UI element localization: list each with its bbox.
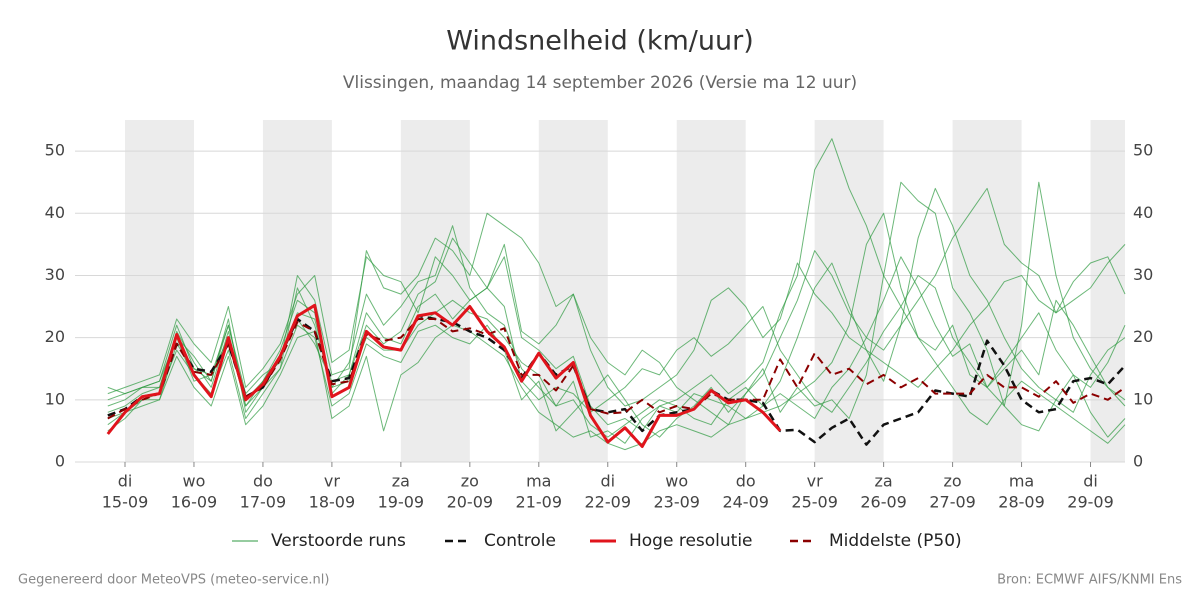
x-tick-label: 17-09 bbox=[240, 493, 287, 512]
x-tick-label: 15-09 bbox=[102, 493, 149, 512]
x-tick-weekday: di bbox=[118, 472, 133, 491]
y-tick-label: 0 bbox=[55, 452, 65, 471]
y-tick-label: 30 bbox=[45, 265, 65, 284]
y2-tick-label: 30 bbox=[1133, 265, 1153, 284]
x-tick-label: 25-09 bbox=[791, 493, 838, 512]
day-band bbox=[676, 120, 746, 462]
x-tick-weekday: do bbox=[736, 472, 756, 491]
ensemble-line bbox=[107, 187, 1126, 426]
day-band bbox=[400, 120, 470, 462]
footer-right: Bron: ECMWF AIFS/KNMI Ens bbox=[997, 573, 1182, 588]
x-tick-weekday: za bbox=[392, 472, 410, 491]
y-tick-label: 20 bbox=[45, 327, 65, 346]
x-tick-label: 21-09 bbox=[516, 493, 563, 512]
x-tick-weekday: vr bbox=[324, 472, 340, 491]
ensemble-line bbox=[107, 212, 1126, 407]
legend-label: Hoge resolutie bbox=[629, 531, 753, 551]
day-band bbox=[814, 120, 884, 462]
y2-tick-label: 0 bbox=[1133, 452, 1143, 471]
x-tick-weekday: di bbox=[1083, 472, 1098, 491]
x-tick-label: 23-09 bbox=[653, 493, 700, 512]
ensemble-line bbox=[107, 181, 1126, 438]
day-band bbox=[262, 120, 332, 462]
x-tick-label: 22-09 bbox=[585, 493, 632, 512]
footer-left: Gegenereerd door MeteoVPS (meteo-service… bbox=[18, 573, 329, 588]
ensemble-line bbox=[107, 138, 1126, 432]
x-tick-label: 16-09 bbox=[171, 493, 218, 512]
y2-tick-label: 50 bbox=[1133, 141, 1153, 160]
legend-label: Middelste (P50) bbox=[829, 531, 962, 551]
x-tick-label: 24-09 bbox=[722, 493, 769, 512]
ensemble-line bbox=[107, 212, 1126, 451]
x-tick-label: 18-09 bbox=[309, 493, 356, 512]
x-tick-weekday: vr bbox=[807, 472, 823, 491]
x-tick-label: 20-09 bbox=[447, 493, 494, 512]
x-tick-weekday: do bbox=[253, 472, 273, 491]
x-tick-weekday: wo bbox=[665, 472, 688, 491]
y-tick-label: 40 bbox=[45, 203, 65, 222]
day-band bbox=[125, 120, 194, 462]
x-tick-weekday: za bbox=[875, 472, 893, 491]
chart-title: Windsnelheid (km/uur) bbox=[446, 26, 754, 57]
x-tick-weekday: ma bbox=[526, 472, 551, 491]
series-line bbox=[106, 303, 782, 448]
x-tick-label: 28-09 bbox=[998, 493, 1045, 512]
y2-tick-label: 10 bbox=[1133, 389, 1153, 408]
x-tick-label: 29-09 bbox=[1067, 493, 1114, 512]
x-tick-weekday: di bbox=[600, 472, 615, 491]
day-band bbox=[1090, 120, 1125, 462]
x-tick-weekday: ma bbox=[1009, 472, 1034, 491]
y2-tick-label: 20 bbox=[1133, 327, 1153, 346]
x-tick-label: 27-09 bbox=[929, 493, 976, 512]
series-line bbox=[107, 318, 1126, 420]
chart-subtitle: Vlissingen, maandag 14 september 2026 (V… bbox=[343, 73, 857, 93]
x-tick-label: 19-09 bbox=[378, 493, 425, 512]
x-tick-label: 26-09 bbox=[860, 493, 907, 512]
legend-label: Verstoorde runs bbox=[271, 531, 406, 551]
day-band bbox=[952, 120, 1022, 462]
x-tick-weekday: zo bbox=[943, 472, 961, 491]
x-tick-weekday: zo bbox=[461, 472, 479, 491]
legend-label: Controle bbox=[484, 531, 556, 551]
y-tick-label: 50 bbox=[45, 141, 65, 160]
y-tick-label: 10 bbox=[45, 389, 65, 408]
x-tick-weekday: wo bbox=[183, 472, 206, 491]
y2-tick-label: 40 bbox=[1133, 203, 1153, 222]
